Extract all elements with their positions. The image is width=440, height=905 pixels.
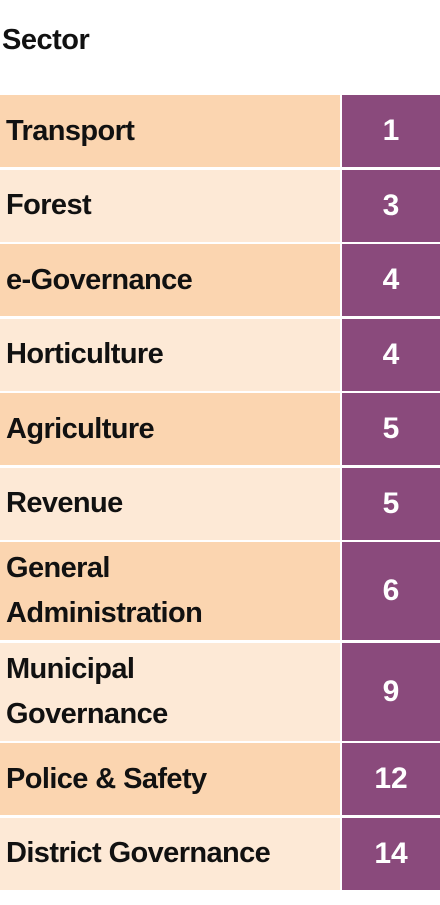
table-row: Municipal Governance 9 <box>0 642 440 741</box>
sector-count: 5 <box>342 393 440 465</box>
sector-count: 4 <box>342 318 440 391</box>
sector-name: Transport <box>0 95 340 167</box>
sector-count: 1 <box>342 95 440 167</box>
sector-count: 5 <box>342 467 440 540</box>
sector-name: Municipal Governance <box>0 642 340 741</box>
sector-name: Revenue <box>0 467 340 540</box>
table-row: Police & Safety 12 <box>0 743 440 815</box>
sector-count: 14 <box>342 817 440 890</box>
sector-count: 12 <box>342 743 440 815</box>
table: Transport 1 Forest 3 e-Governance 4 Horticultu… <box>0 95 440 892</box>
table-row: Horticulture 4 <box>0 318 440 391</box>
table-row: District Governance 14 <box>0 817 440 890</box>
sector-name: District Governance <box>0 817 340 890</box>
sector-count: 3 <box>342 169 440 242</box>
table-row: Forest 3 <box>0 169 440 242</box>
table-row: Agriculture 5 <box>0 393 440 465</box>
sector-count: 9 <box>342 642 440 741</box>
sector-name: e-Governance <box>0 244 340 316</box>
table-row: Revenue 5 <box>0 467 440 540</box>
table-title: Sector <box>2 24 90 56</box>
sector-name: Horticulture <box>0 318 340 391</box>
sector-name: General Administration <box>0 542 340 640</box>
table-row: e-Governance 4 <box>0 244 440 316</box>
sector-name: Police & Safety <box>0 743 340 815</box>
table-row: General Administration 6 <box>0 542 440 640</box>
sector-count: 4 <box>342 244 440 316</box>
table-row: Transport 1 <box>0 95 440 167</box>
sector-name: Agriculture <box>0 393 340 465</box>
sector-name: Forest <box>0 169 340 242</box>
sector-count: 6 <box>342 542 440 640</box>
